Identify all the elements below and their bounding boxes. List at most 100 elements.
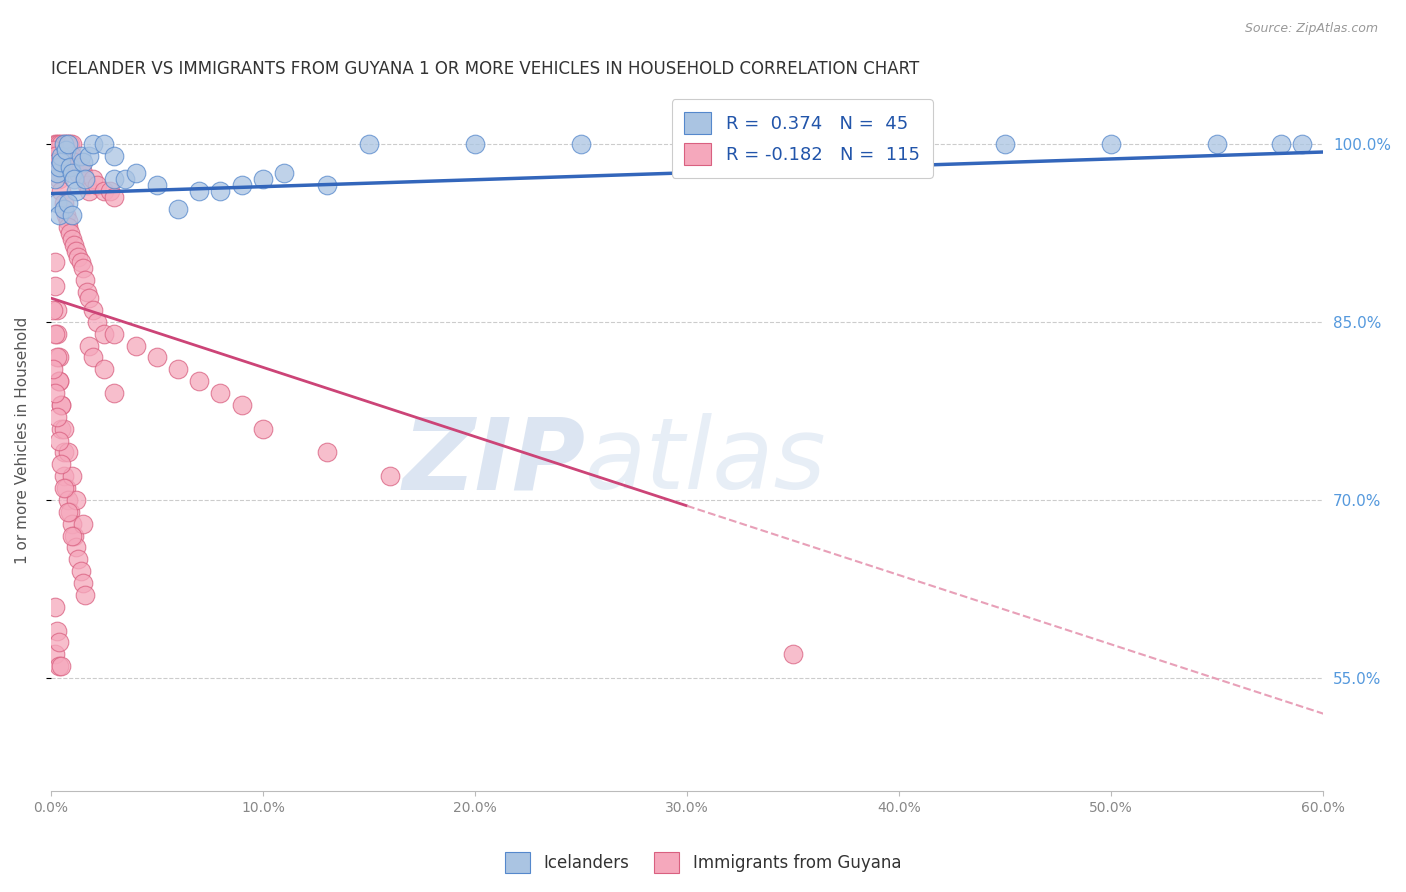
Point (52, 445, 75, 459)
Point (42, 302, 65, 317)
Point (52, 196, 75, 211)
Point (93, 136, 115, 151)
Point (46, 326, 69, 341)
Legend: Icelanders, Immigrants from Guyana: Icelanders, Immigrants from Guyana (498, 846, 908, 880)
Text: ICELANDER VS IMMIGRANTS FROM GUYANA 1 OR MORE VEHICLES IN HOUSEHOLD CORRELATION : ICELANDER VS IMMIGRANTS FROM GUYANA 1 OR… (51, 60, 920, 78)
Point (56, 505, 79, 519)
Point (44, 161, 66, 175)
Point (56, 219, 79, 234)
Point (48, 374, 70, 388)
Point (569, 136, 592, 151)
Point (72, 166, 94, 180)
Point (782, 648, 804, 662)
Point (464, 136, 486, 151)
Point (44, 386, 66, 401)
Point (46, 166, 69, 180)
Point (52, 202, 75, 216)
Point (73, 172, 96, 186)
Point (42, 362, 65, 376)
Point (1206, 136, 1229, 151)
Point (65, 492, 87, 507)
Point (63, 172, 86, 186)
Point (77, 338, 100, 352)
Point (67, 166, 90, 180)
Point (103, 386, 125, 401)
Point (55, 143, 77, 157)
Point (93, 362, 115, 376)
Point (76, 178, 98, 193)
Point (72, 154, 94, 169)
Point (65, 161, 87, 175)
Point (52, 469, 75, 483)
Point (77, 184, 100, 198)
Point (63, 154, 86, 169)
Point (994, 136, 1017, 151)
Point (48, 434, 70, 448)
Point (48, 136, 70, 151)
Point (72, 261, 94, 276)
Point (65, 184, 87, 198)
Point (167, 202, 190, 216)
Point (60, 166, 83, 180)
Point (77, 148, 100, 162)
Point (59, 226, 82, 240)
Point (59, 161, 82, 175)
Point (46, 351, 69, 365)
Point (93, 184, 115, 198)
Point (273, 166, 295, 180)
Point (65, 541, 87, 555)
Point (46, 302, 69, 317)
Point (46, 136, 69, 151)
Point (86, 178, 108, 193)
Point (69, 161, 91, 175)
Point (1291, 136, 1313, 151)
Point (51, 398, 73, 412)
Point (48, 172, 70, 186)
Point (114, 172, 136, 186)
Point (51, 154, 73, 169)
Point (51, 148, 73, 162)
Point (44, 255, 66, 269)
Point (51, 458, 73, 472)
Point (188, 374, 211, 388)
Point (73, 273, 96, 287)
Point (103, 190, 125, 204)
Point (60, 528, 83, 542)
Point (55, 481, 77, 495)
Point (44, 148, 66, 162)
Point (56, 136, 79, 151)
Point (44, 326, 66, 341)
Point (56, 445, 79, 459)
Point (46, 166, 69, 180)
Point (60, 516, 83, 531)
Point (51, 136, 73, 151)
Point (48, 659, 70, 673)
Point (60, 469, 83, 483)
Point (52, 481, 75, 495)
Point (82, 351, 104, 365)
Point (52, 422, 75, 436)
Point (59, 505, 82, 519)
Point (51, 184, 73, 198)
Point (44, 136, 66, 151)
Point (63, 528, 86, 542)
Point (44, 599, 66, 614)
Point (124, 166, 146, 180)
Point (48, 154, 70, 169)
Point (73, 172, 96, 186)
Point (209, 184, 232, 198)
Point (93, 326, 115, 341)
Point (44, 172, 66, 186)
Point (52, 154, 75, 169)
Text: atlas: atlas (585, 413, 827, 510)
Point (44, 648, 66, 662)
Point (209, 386, 232, 401)
Point (82, 136, 104, 151)
Point (48, 351, 70, 365)
Point (315, 178, 337, 193)
Point (231, 398, 253, 412)
Point (56, 154, 79, 169)
Point (51, 422, 73, 436)
Point (48, 208, 70, 222)
Point (48, 374, 70, 388)
